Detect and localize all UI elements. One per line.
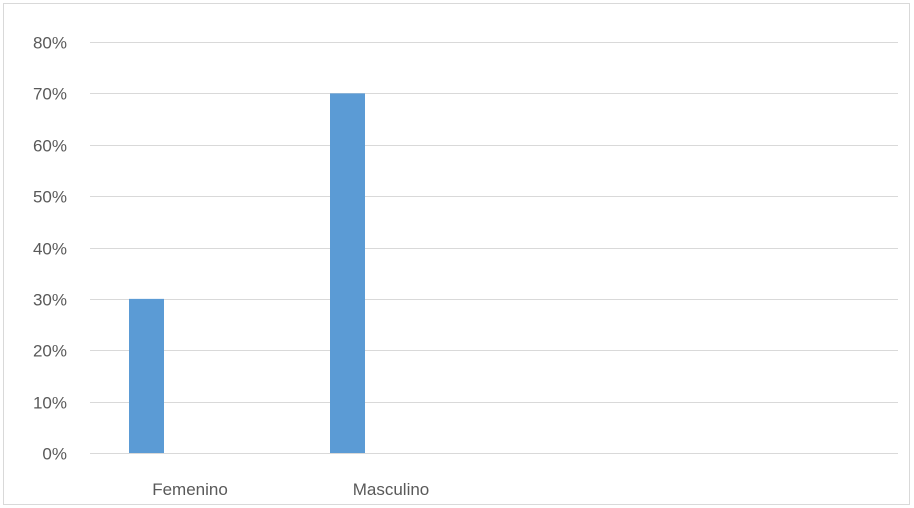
bar-masculino (330, 93, 365, 453)
bar-femenino (129, 298, 164, 453)
y-tick-label: 10% (33, 394, 67, 413)
y-tick-label: 50% (33, 188, 67, 207)
y-axis-ticks: 0% 10% 20% 30% 40% 50% 60% 70% 80% (33, 34, 67, 464)
gridlines (90, 42, 898, 454)
y-tick-label: 60% (33, 137, 67, 156)
y-tick-label: 30% (33, 291, 67, 310)
bars (129, 93, 365, 453)
y-tick-label: 40% (33, 240, 67, 259)
x-tick-label: Masculino (353, 480, 430, 499)
x-tick-label: Femenino (152, 480, 228, 499)
x-axis-ticks: Femenino Masculino (152, 480, 429, 499)
y-tick-label: 0% (42, 445, 67, 464)
y-tick-label: 70% (33, 85, 67, 104)
y-tick-label: 80% (33, 34, 67, 53)
y-tick-label: 20% (33, 342, 67, 361)
